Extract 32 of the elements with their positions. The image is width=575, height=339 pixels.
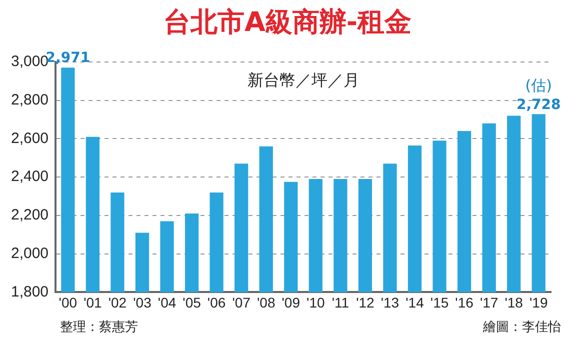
x-tick-label: '00 <box>58 294 78 310</box>
annotation: 新台幣／坪／月 <box>247 70 360 90</box>
y-tick-label: 2,800 <box>10 92 49 109</box>
x-tick-label: '07 <box>232 294 251 310</box>
x-tick-label: '15 <box>430 294 449 310</box>
x-tick-label: '13 <box>380 294 400 310</box>
x-tick-label: '12 <box>356 294 375 310</box>
x-tick-label: '10 <box>306 294 325 310</box>
x-tick-label: '11 <box>332 294 350 310</box>
x-tick-label: '02 <box>108 294 127 310</box>
y-tick-label: 1,800 <box>10 283 49 300</box>
x-tick-label: '17 <box>480 294 498 310</box>
x-tick-label: '18 <box>504 294 524 310</box>
text: 繪圖：李佳怡 <box>483 319 561 336</box>
x-tick-label: '04 <box>158 294 176 310</box>
annotation: (估) <box>525 76 552 95</box>
x-tick-label: '19 <box>529 294 548 310</box>
x-tick-label: '09 <box>282 294 300 310</box>
data-label: 2,728 <box>516 96 561 113</box>
x-tick-label: '06 <box>207 294 226 310</box>
x-tick-label: '01 <box>84 294 102 310</box>
x-tick-label: '16 <box>455 294 474 310</box>
y-tick-label: 2,200 <box>10 206 49 224</box>
y-tick-label: 2,400 <box>10 168 49 186</box>
x-tick-label: '05 <box>182 294 202 310</box>
x-tick-label: '03 <box>133 294 152 310</box>
text: 整理：蔡惠芳 <box>60 319 138 336</box>
chart-title: 台北市A級商辦-租金 <box>162 6 413 40</box>
y-tick-label: 2,600 <box>10 130 49 147</box>
x-tick-label: '08 <box>256 294 276 310</box>
x-tick-label: '14 <box>406 294 424 310</box>
y-tick-label: 2,000 <box>10 244 49 262</box>
